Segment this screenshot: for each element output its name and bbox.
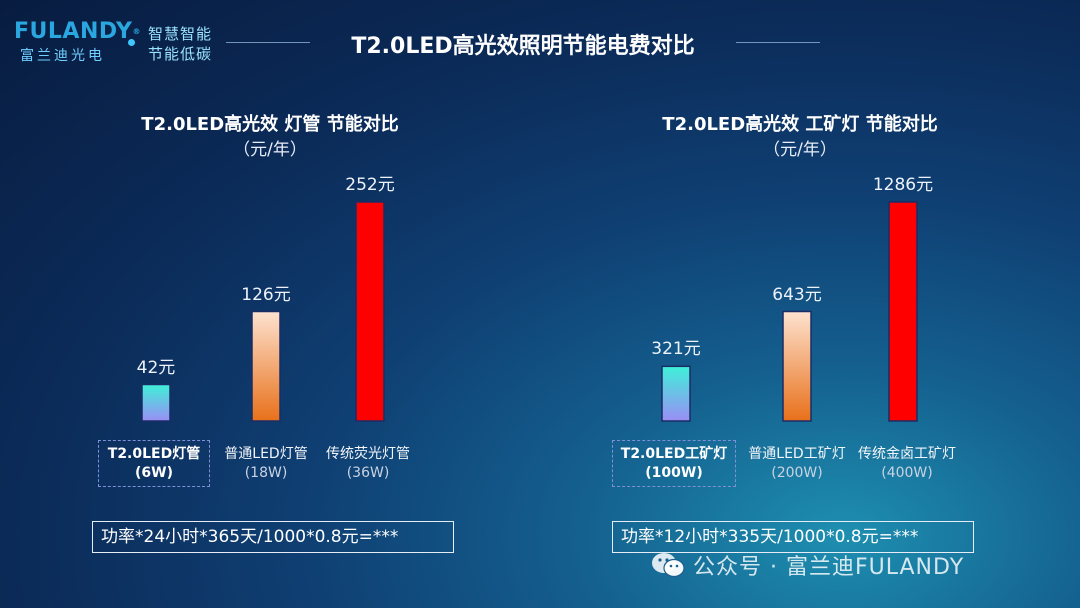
chart-2-bar-2 <box>782 310 812 422</box>
chart-1-bar-3 <box>355 201 385 422</box>
chart-2-bar-3 <box>888 201 918 422</box>
category-label: T2.0LED灯管 (6W) <box>107 446 201 481</box>
bar-value-label: 252元 <box>345 175 395 195</box>
slogan-line-1: 智慧智能 <box>148 25 213 43</box>
formula-box-1: 功率*24小时*365天/1000*0.8元=*** <box>92 521 454 553</box>
title-divider-left <box>226 42 310 43</box>
chart-1-subtitle: （元/年） <box>233 140 307 160</box>
bar-value-label: 321元 <box>651 339 701 360</box>
bar-value-label: 126元 <box>241 284 291 305</box>
category-label: T2.0LED工矿灯 (100W) <box>620 446 728 481</box>
page-title: T2.0LED高光效照明节能电费对比 <box>351 34 695 59</box>
chart-2-bar-1 <box>661 365 691 422</box>
separator-dot <box>128 39 135 46</box>
chart-1-title: T2.0LED高光效 灯管 节能对比 <box>141 114 399 135</box>
brand-logo: FULANDY® 富兰迪光电 <box>14 20 141 65</box>
wechat-icon <box>652 553 685 578</box>
formula-box-2: 功率*12小时*335天/1000*0.8元=*** <box>612 521 974 553</box>
logo-chinese-name: 富兰迪光电 <box>20 48 105 64</box>
highlight-frame <box>98 440 210 487</box>
highlight-frame <box>612 440 736 487</box>
bar-value-label: 42元 <box>136 357 176 378</box>
chart-1-bar-1 <box>141 383 171 422</box>
chart-2-title: T2.0LED高光效 工矿灯 节能对比 <box>662 114 938 135</box>
category-label: 普通LED灯管 (18W) <box>224 446 308 481</box>
watermark-text: 公众号 · 富兰迪FULANDY <box>693 555 965 580</box>
bar-value-label: 643元 <box>772 284 822 305</box>
brand-slogan: 智慧智能 节能低碳 <box>148 24 212 64</box>
chart-1-bar-2 <box>251 310 281 422</box>
category-label: 传统金卤工矿灯 (400W) <box>858 446 956 481</box>
watermark: 公众号 · 富兰迪FULANDY <box>651 549 964 581</box>
bar-value-label: 1286元 <box>872 175 934 195</box>
slogan-line-2: 节能低碳 <box>148 45 213 63</box>
category-label: 传统荧光灯管 (36W) <box>326 446 410 481</box>
category-label: 普通LED工矿灯 (200W) <box>748 446 846 481</box>
chart-2-subtitle: （元/年） <box>763 140 837 160</box>
title-divider-right <box>736 42 820 43</box>
logo-wordmark: FULANDY® <box>14 19 141 44</box>
